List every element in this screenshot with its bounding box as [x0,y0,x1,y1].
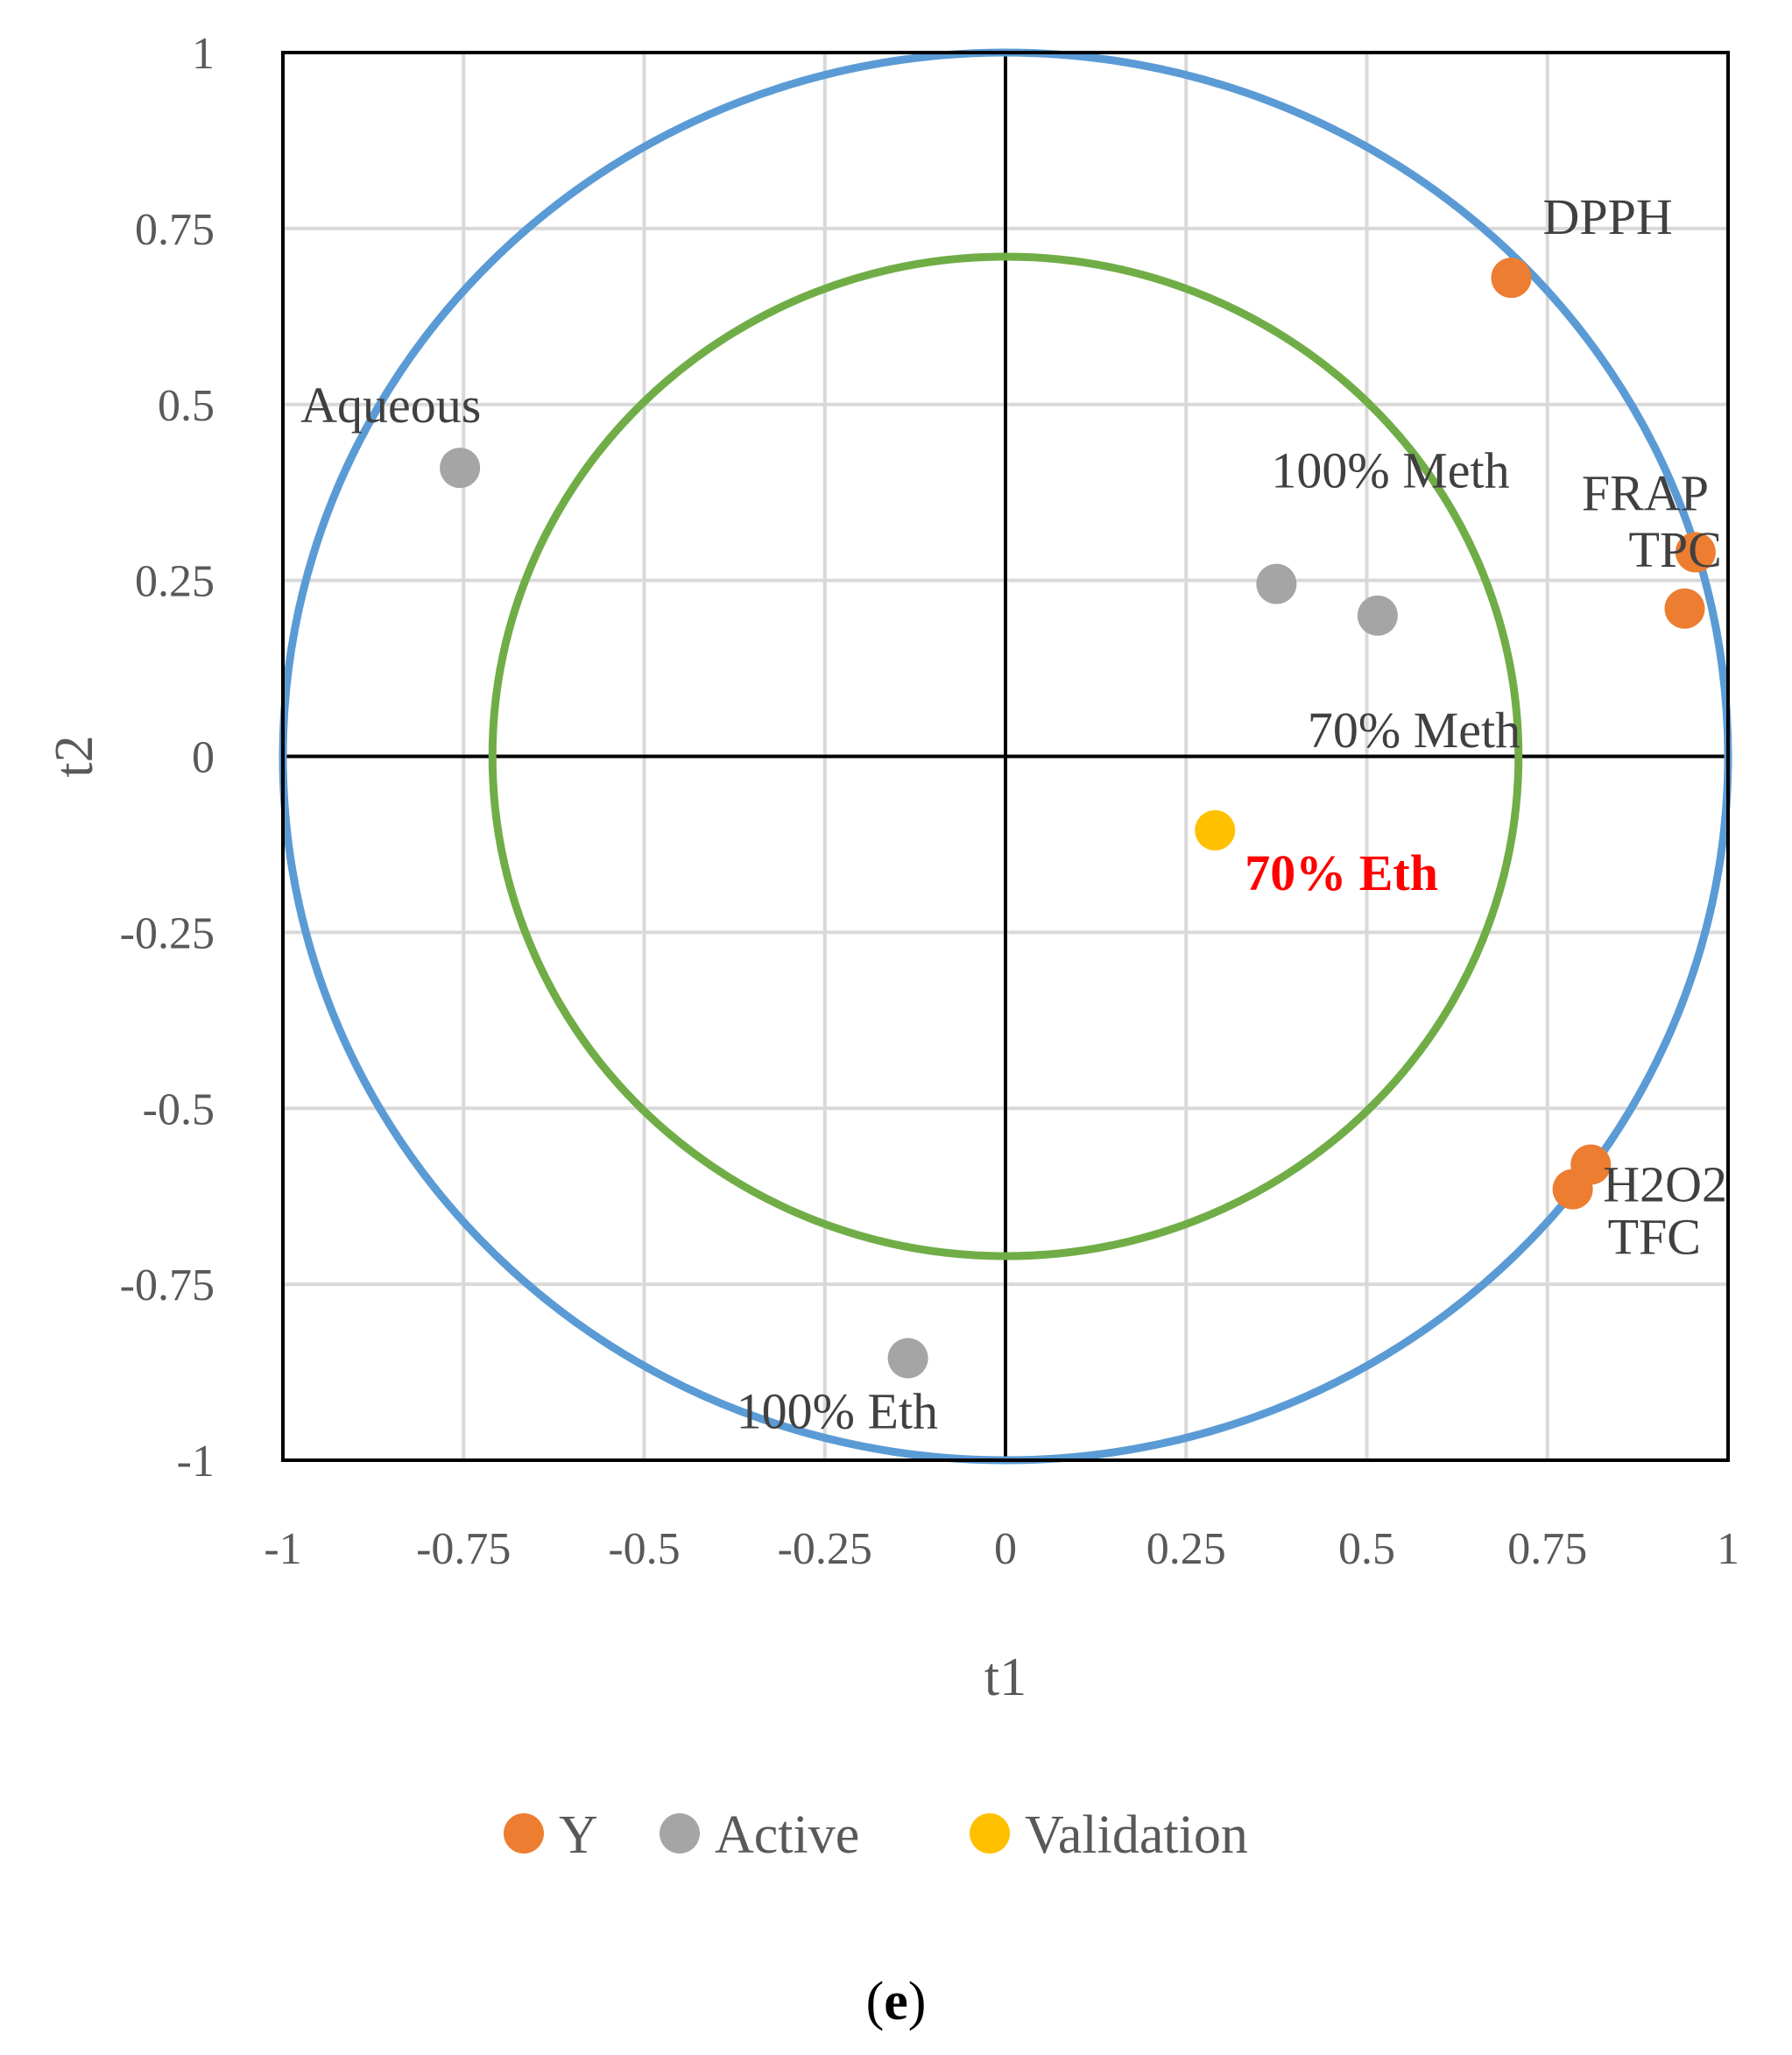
circle-inner [488,252,1523,1261]
plot-area-border [281,51,1730,1462]
y-tick-label-0: -1 [177,1437,215,1487]
point-label-70-meth: 70% Meth [1308,702,1520,759]
y-tick-label-7: 0.75 [135,205,215,255]
x-tick-label-0: -1 [264,1524,301,1574]
x-tick-label-4: 0 [994,1524,1017,1574]
point-100-eth [887,1338,928,1379]
y-tick-label-3: -0.25 [120,908,215,958]
point-100-meth [1256,563,1297,604]
point-label-dpph: DPPH [1543,188,1673,245]
y-tick-label-8: 1 [192,29,215,79]
x-tick-label-3: -0.25 [778,1524,872,1574]
point-label-100-meth: 100% Meth [1271,442,1509,499]
y-tick-label-5: 0.25 [135,557,215,607]
x-axis-title: t1 [984,1648,1027,1707]
point-70-eth [1195,809,1236,851]
point-tpc [1664,588,1705,629]
x-tick-label-7: 0.75 [1507,1524,1587,1574]
figure-caption: (e) [866,1972,927,2031]
caption-open: ( [866,1972,885,2031]
point-frap [1675,532,1716,573]
x-tick-label-2: -0.5 [608,1524,680,1574]
legend-label-y: Y [559,1805,598,1865]
point-aqueous [440,448,481,489]
x-tick-labels: -1 -0.75 -0.5 -0.25 0 0.25 0.5 0.75 1 [264,1524,1739,1574]
x-tick-label-6: 0.5 [1338,1524,1395,1574]
point-label-100-eth: 100% Eth [737,1382,938,1439]
y-tick-label-1: -0.75 [120,1261,215,1310]
y-tick-label-6: 0.5 [158,381,215,431]
point-label-aqueous: Aqueous [300,377,481,434]
data-points [440,258,1716,1379]
point-label-tfc: TFC [1608,1209,1701,1266]
point-label-h2o2: H2O2 [1603,1156,1727,1213]
x-tick-label-1: -0.75 [416,1524,511,1574]
caption-letter: e [884,1972,908,2031]
y-tick-labels: -1 -0.75 -0.5 -0.25 0 0.25 0.5 0.75 1 [120,29,215,1487]
legend-label-active: Active [715,1805,859,1865]
point-tfc [1552,1169,1593,1210]
x-tick-label-8: 1 [1717,1524,1739,1574]
y-tick-label-4: 0 [192,733,215,783]
legend-label-validation: Validation [1025,1805,1248,1865]
point-dpph [1491,258,1532,299]
point-label-frap: FRAP [1582,464,1709,521]
point-label-70-eth: 70% Eth [1245,844,1438,901]
legend-marker-validation [970,1813,1010,1854]
point-70-meth [1357,595,1398,636]
y-tick-label-2: -0.5 [143,1084,215,1134]
legend-marker-y [504,1813,544,1854]
point-label-tpc: TPC [1629,521,1722,578]
legend-marker-active [660,1813,700,1854]
x-tick-label-5: 0.25 [1146,1524,1226,1574]
zero-axes [283,53,1728,1460]
legend: Y Active Validation [504,1805,1248,1865]
caption-close: ) [908,1972,927,2031]
y-axis-title: t2 [45,735,104,777]
